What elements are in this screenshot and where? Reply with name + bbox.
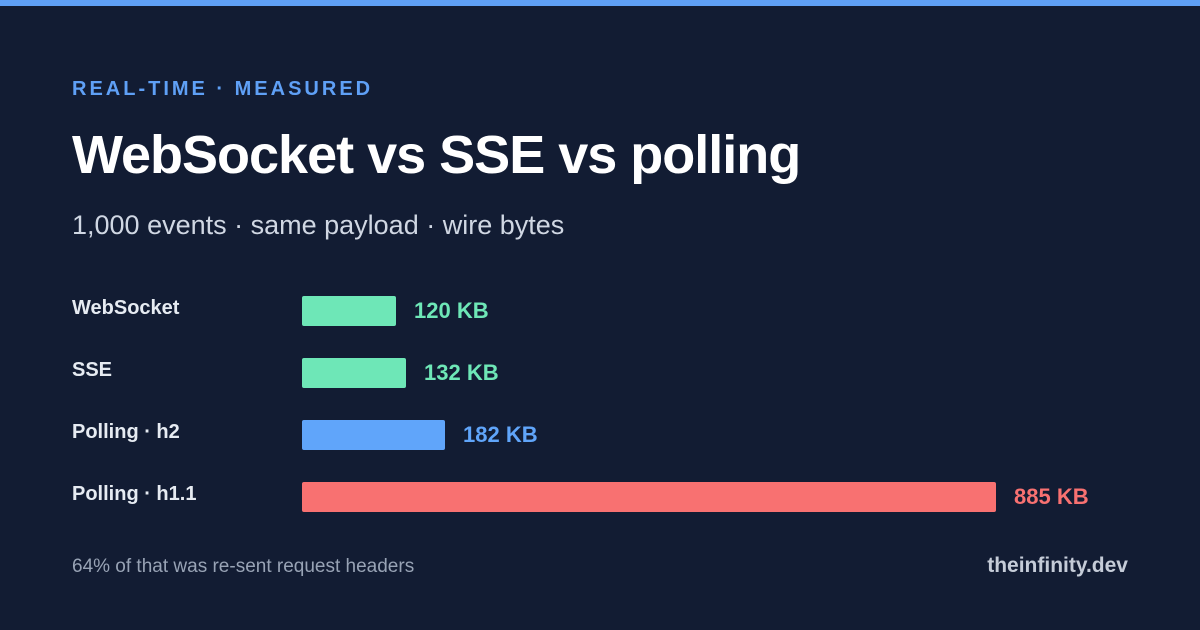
category-label: Polling · h1.1 xyxy=(72,483,197,505)
bar xyxy=(302,420,445,450)
page-subtitle: 1,000 events · same payload · wire bytes xyxy=(72,210,565,240)
brand-label: theinfinity.dev xyxy=(987,554,1128,577)
category-label: SSE xyxy=(72,359,113,381)
value-label: 182 KB xyxy=(463,422,538,447)
bar xyxy=(302,296,396,326)
value-label: 120 KB xyxy=(414,298,489,323)
bar xyxy=(302,482,996,512)
category-label: Polling · h2 xyxy=(72,421,180,443)
category-label: WebSocket xyxy=(72,297,180,319)
value-label: 132 KB xyxy=(424,360,499,385)
top-accent-bar xyxy=(0,0,1200,6)
eyebrow-label: REAL-TIME · MEASURED xyxy=(72,78,374,100)
page-title: WebSocket vs SSE vs polling xyxy=(72,125,801,185)
footnote: 64% of that was re-sent request headers xyxy=(72,556,415,577)
bar xyxy=(302,358,406,388)
value-label: 885 KB xyxy=(1014,484,1089,509)
